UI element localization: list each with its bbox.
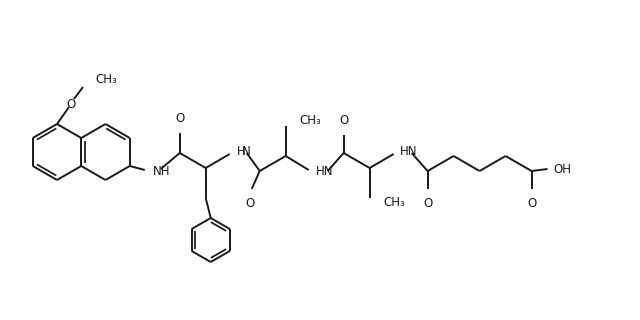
Text: O: O	[67, 98, 76, 110]
Text: NH: NH	[153, 164, 170, 178]
Text: O: O	[245, 197, 254, 210]
Text: N: N	[242, 145, 250, 157]
Text: OH: OH	[554, 163, 572, 175]
Text: O: O	[527, 197, 536, 210]
Text: HN: HN	[399, 145, 417, 157]
Text: HN: HN	[316, 164, 333, 178]
Text: CH₃: CH₃	[95, 73, 116, 85]
Text: CH₃: CH₃	[300, 114, 321, 126]
Text: CH₃: CH₃	[383, 196, 405, 209]
Text: O: O	[175, 112, 184, 125]
Text: O: O	[423, 197, 432, 210]
Text: O: O	[339, 114, 348, 127]
Text: H: H	[237, 145, 246, 157]
